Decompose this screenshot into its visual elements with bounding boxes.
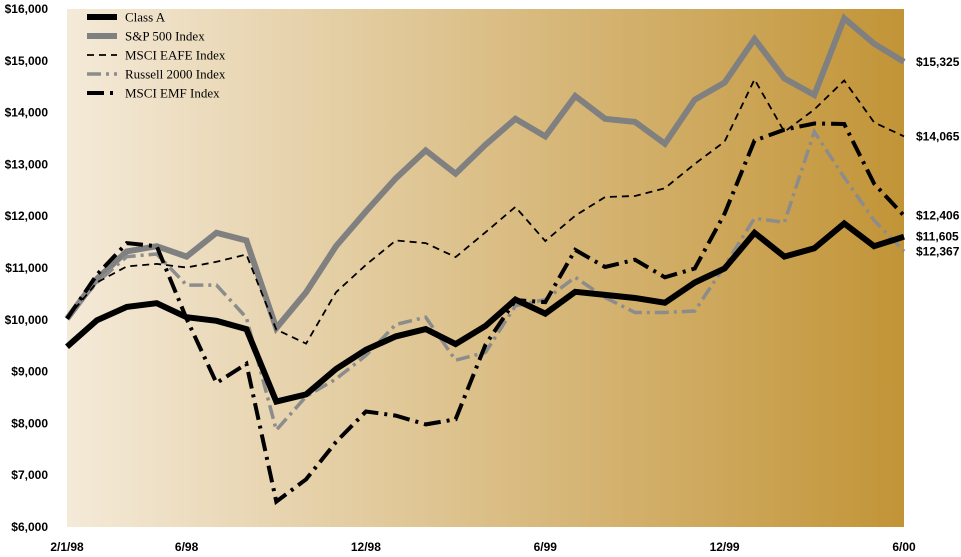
y-tick-label: $9,000 [11, 365, 48, 379]
x-tick-label: 6/00 [892, 540, 916, 554]
end-value-label-msci-emf-index: $12,406 [916, 209, 960, 223]
legend-label-russell-2000-index: Russell 2000 Index [125, 67, 226, 82]
end-value-label-class-a: $11,605 [916, 230, 959, 244]
legend-label-sandp-500-index: S&P 500 Index [125, 29, 205, 44]
y-tick-label: $7,000 [11, 468, 48, 482]
y-tick-label: $6,000 [11, 520, 48, 534]
end-labels: $15,325 $14,065 $12,406 $11,605$12,367 [916, 55, 960, 259]
legend: Class A S&P 500 Index MSCI EAFE Index Russe… [87, 10, 226, 101]
legend-label-class-a: Class A [125, 10, 166, 25]
x-tick-label: 6/98 [175, 540, 199, 554]
y-axis-ticks: $6,000 $7,000 $8,000 $9,000 $10,000 $11,000 $1… [5, 2, 49, 534]
x-tick-label: 6/99 [534, 540, 558, 554]
y-tick-label: $15,000 [5, 54, 49, 68]
end-value-label-sandp-500-index: $15,325 [916, 55, 960, 69]
y-tick-label: $12,000 [5, 209, 49, 223]
x-tick-label: 2/1/98 [50, 540, 84, 554]
x-axis-ticks: 2/1/98 6/98 12/98 6/99 12/99 6/00 [50, 540, 916, 554]
series-line-class-a [65, 219, 905, 406]
series-line-sandp-500-index [64, 13, 906, 335]
y-tick-label: $11,000 [5, 261, 48, 275]
x-tick-label: 12/98 [351, 540, 381, 554]
end-value-label-msci-eafe-index: $14,065 [916, 129, 960, 143]
y-tick-label: $8,000 [11, 416, 48, 430]
series-line-msci-emf-index [65, 121, 906, 506]
y-tick-label: $13,000 [5, 157, 49, 171]
y-tick-label: $10,000 [5, 313, 49, 327]
end-value-label-russell-2000-index: $12,367 [916, 245, 960, 259]
series-line-msci-eafe-index [66, 77, 905, 345]
legend-label-msci-eafe-index: MSCI EAFE Index [125, 48, 226, 63]
legend-label-msci-emf-index: MSCI EMF Index [125, 86, 220, 101]
series-line-russell-2000-index [65, 127, 906, 434]
x-tick-label: 12/99 [710, 540, 740, 554]
series-layer [64, 13, 906, 506]
y-tick-label: $14,000 [5, 106, 49, 120]
y-tick-label: $16,000 [5, 2, 49, 16]
